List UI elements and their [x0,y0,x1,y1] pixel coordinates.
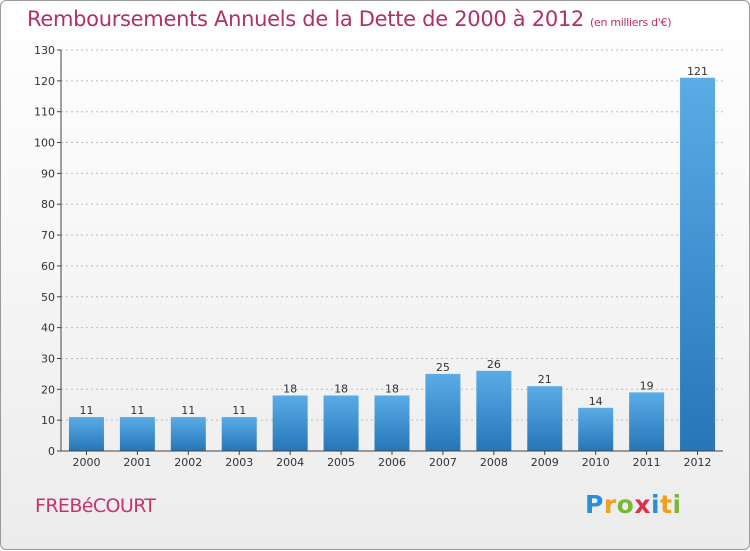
logo-letter: i [651,490,661,519]
y-tick-label: 100 [34,137,55,150]
chart-unit: (en milliers d'€) [590,16,672,29]
x-tick-label: 2011 [633,456,661,469]
y-tick-label: 30 [41,352,55,365]
axes: 0 10 20 30 40 50 60 70 80 90 100 110 120 130 2000 2001 2… [34,44,723,469]
y-tick-label: 60 [41,260,55,273]
bar [323,395,359,451]
commune-name: FREBéCOURT [35,495,156,517]
bar-value-label: 121 [687,65,708,78]
x-tick-label: 2008 [480,456,508,469]
logo-letter: o [616,490,635,519]
bar [68,417,104,451]
bar-value-label: 11 [79,404,93,417]
y-tick-label: 20 [41,383,55,396]
x-tick-label: 2000 [72,456,100,469]
bar [374,395,410,451]
bar-value-label: 11 [130,404,144,417]
y-tick-label: 120 [34,75,55,88]
bar [425,373,461,451]
grid-lines [61,49,723,421]
bar-value-label: 18 [283,382,297,395]
bar-value-label: 11 [232,404,246,417]
logo-letter: r [603,490,617,519]
bar [476,370,512,451]
bar [680,77,716,451]
bar-value-label: 19 [640,379,654,392]
y-tick-label: 110 [34,106,55,119]
logo-letter: i [672,490,682,519]
x-tick-label: 2003 [225,456,253,469]
y-tick-label: 130 [34,44,55,57]
bar-value-label: 14 [589,395,603,408]
y-tick-label: 40 [41,322,55,335]
chart-title: Remboursements Annuels de la Dette de 20… [27,7,671,31]
x-tick-label: 2004 [276,456,304,469]
bar-value-label: 26 [487,358,501,371]
bar [578,407,614,451]
bar [527,386,563,451]
bar-value-label: 11 [181,404,195,417]
logo-letter: x [634,490,651,519]
chart-title-text: Remboursements Annuels de la Dette de 20… [27,7,584,31]
bar [272,395,308,451]
x-tick-label: 2001 [123,456,151,469]
x-tick-label: 2006 [378,456,406,469]
x-tick-label: 2005 [327,456,355,469]
y-tick-label: 80 [41,198,55,211]
y-tick-label: 0 [48,445,55,458]
bar-value-label: 21 [538,373,552,386]
y-tick-label: 90 [41,167,55,180]
logo-letter: P [585,490,604,519]
x-tick-label: 2012 [684,456,712,469]
bars: 11 11 11 11 18 18 18 25 26 21 14 19 121 [68,65,716,451]
bar [170,417,206,451]
x-tick-label: 2002 [174,456,202,469]
bar-value-label: 18 [334,382,348,395]
bar [629,392,665,451]
bar [119,417,155,451]
x-tick-label: 2007 [429,456,457,469]
x-tick-label: 2010 [582,456,610,469]
bar-value-label: 25 [436,361,450,374]
logo-letter: t [660,490,673,519]
y-tick-label: 70 [41,229,55,242]
y-tick-label: 10 [41,414,55,427]
x-tick-label: 2009 [531,456,559,469]
bar-value-label: 18 [385,382,399,395]
bar [221,417,257,451]
y-tick-label: 50 [41,291,55,304]
proxiti-logo: Proxiti [585,490,682,519]
